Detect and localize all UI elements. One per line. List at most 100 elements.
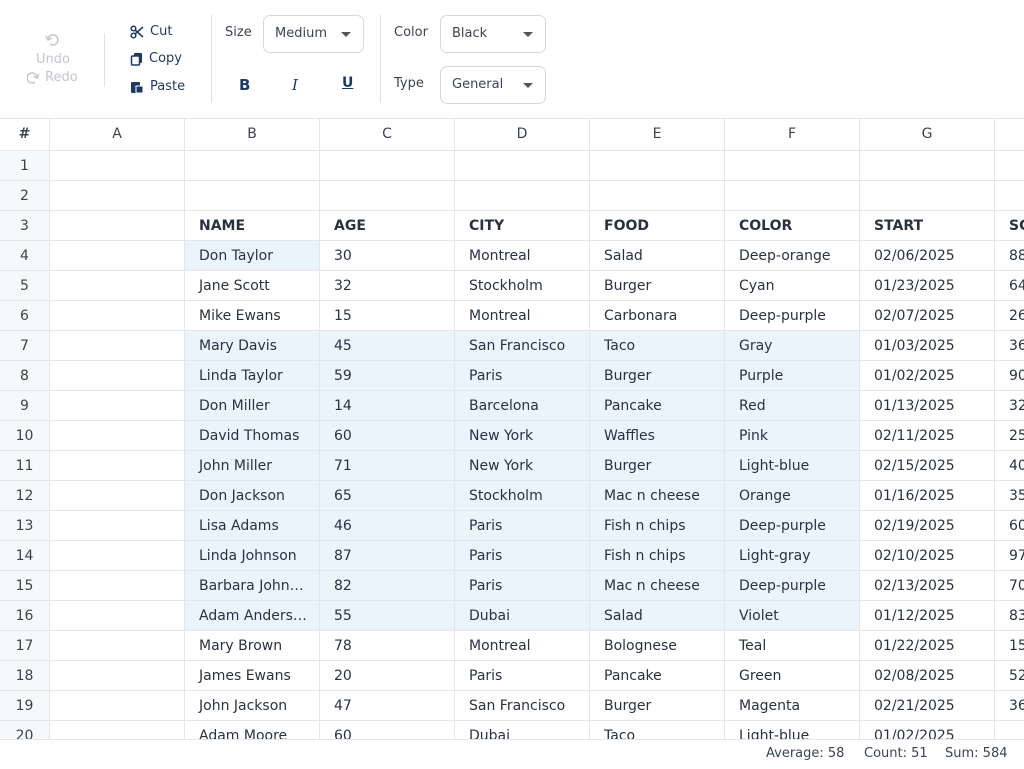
cell[interactable]: 78 xyxy=(320,631,455,661)
cell[interactable]: Adam Anders… xyxy=(185,601,320,631)
cell[interactable]: Burger xyxy=(590,451,725,481)
cell[interactable]: Jane Scott xyxy=(185,271,320,301)
cell[interactable]: 02/21/2025 xyxy=(860,691,995,721)
cell[interactable]: 01/02/2025 xyxy=(860,361,995,391)
cell[interactable] xyxy=(50,241,185,271)
cell[interactable]: 70 xyxy=(995,571,1024,601)
cell[interactable]: Paris xyxy=(455,661,590,691)
cell[interactable]: James Ewans xyxy=(185,661,320,691)
row-header[interactable]: 15 xyxy=(0,571,50,601)
cell[interactable] xyxy=(185,181,320,211)
cell[interactable]: Don Jackson xyxy=(185,481,320,511)
cell[interactable]: AGE xyxy=(320,211,455,241)
cell[interactable]: 20 xyxy=(320,661,455,691)
cell[interactable]: FOOD xyxy=(590,211,725,241)
type-dropdown[interactable]: General xyxy=(440,66,546,104)
cell[interactable] xyxy=(50,571,185,601)
row-header[interactable]: 11 xyxy=(0,451,50,481)
row-header[interactable]: 4 xyxy=(0,241,50,271)
copy-button[interactable]: Copy xyxy=(149,51,182,66)
cell[interactable]: John Miller xyxy=(185,451,320,481)
cell[interactable]: SCORE xyxy=(995,211,1024,241)
cell[interactable]: Barbara John… xyxy=(185,571,320,601)
cell[interactable]: 82 xyxy=(320,571,455,601)
cell[interactable] xyxy=(50,211,185,241)
cell[interactable] xyxy=(50,391,185,421)
cell[interactable]: NAME xyxy=(185,211,320,241)
cell[interactable]: Carbonara xyxy=(590,301,725,331)
cell[interactable]: 64 xyxy=(995,271,1024,301)
undo-button[interactable]: Undo xyxy=(36,52,70,67)
cell[interactable]: 01/23/2025 xyxy=(860,271,995,301)
paste-button[interactable]: Paste xyxy=(150,79,186,94)
redo-button[interactable]: Redo xyxy=(45,70,78,85)
cell[interactable]: San Francisco xyxy=(455,331,590,361)
cell[interactable]: 36 xyxy=(995,331,1024,361)
row-header[interactable]: 5 xyxy=(0,271,50,301)
cell[interactable]: Paris xyxy=(455,571,590,601)
cell[interactable]: Fish n chips xyxy=(590,541,725,571)
cell[interactable]: 02/11/2025 xyxy=(860,421,995,451)
cell[interactable] xyxy=(50,181,185,211)
cell[interactable] xyxy=(50,691,185,721)
column-header[interactable]: B xyxy=(185,119,320,151)
cell[interactable]: Adam Moore xyxy=(185,721,320,740)
cell[interactable]: 87 xyxy=(320,541,455,571)
cell[interactable] xyxy=(320,151,455,181)
cell[interactable]: START xyxy=(860,211,995,241)
cell[interactable]: 71 xyxy=(320,451,455,481)
cell[interactable] xyxy=(50,301,185,331)
cell[interactable]: Light-blue xyxy=(725,721,860,740)
cell[interactable]: Mary Davis xyxy=(185,331,320,361)
cell[interactable] xyxy=(50,361,185,391)
cell[interactable] xyxy=(725,181,860,211)
cell[interactable]: Magenta xyxy=(725,691,860,721)
size-dropdown[interactable]: Medium xyxy=(263,15,364,53)
cell[interactable]: 35 xyxy=(995,481,1024,511)
cell[interactable] xyxy=(995,181,1024,211)
cell[interactable] xyxy=(320,181,455,211)
cell[interactable]: 01/13/2025 xyxy=(860,391,995,421)
cell[interactable] xyxy=(590,181,725,211)
cell[interactable]: Red xyxy=(725,391,860,421)
cell[interactable]: Burger xyxy=(590,691,725,721)
row-header[interactable]: 6 xyxy=(0,301,50,331)
row-header[interactable]: 1 xyxy=(0,151,50,181)
cell[interactable]: Don Taylor xyxy=(185,241,320,271)
cell[interactable] xyxy=(50,481,185,511)
cell[interactable]: Deep-orange xyxy=(725,241,860,271)
row-header[interactable]: 3 xyxy=(0,211,50,241)
cell[interactable]: 25 xyxy=(995,421,1024,451)
row-header[interactable]: 2 xyxy=(0,181,50,211)
cell[interactable] xyxy=(995,721,1024,740)
cell[interactable] xyxy=(725,151,860,181)
cell[interactable] xyxy=(860,151,995,181)
row-header[interactable]: 12 xyxy=(0,481,50,511)
cell[interactable]: Pink xyxy=(725,421,860,451)
column-header[interactable] xyxy=(995,119,1024,151)
cell[interactable]: 88 xyxy=(995,241,1024,271)
row-header[interactable]: 7 xyxy=(0,331,50,361)
color-dropdown[interactable]: Black xyxy=(440,15,546,53)
cell[interactable]: 02/15/2025 xyxy=(860,451,995,481)
cell[interactable]: 55 xyxy=(320,601,455,631)
cell[interactable]: Paris xyxy=(455,511,590,541)
underline-button[interactable]: U xyxy=(342,75,354,91)
cell[interactable]: 15 xyxy=(995,631,1024,661)
row-header[interactable]: 16 xyxy=(0,601,50,631)
cell[interactable] xyxy=(860,181,995,211)
cell[interactable] xyxy=(50,631,185,661)
cell[interactable]: 01/03/2025 xyxy=(860,331,995,361)
cell[interactable]: 52 xyxy=(995,661,1024,691)
cell[interactable]: Taco xyxy=(590,331,725,361)
cell[interactable]: Bolognese xyxy=(590,631,725,661)
cell[interactable]: 02/08/2025 xyxy=(860,661,995,691)
column-header[interactable]: A xyxy=(50,119,185,151)
cell[interactable]: 65 xyxy=(320,481,455,511)
cell[interactable] xyxy=(590,151,725,181)
cell[interactable]: Stockholm xyxy=(455,271,590,301)
cell[interactable]: 01/12/2025 xyxy=(860,601,995,631)
cell[interactable]: Green xyxy=(725,661,860,691)
cell[interactable]: Orange xyxy=(725,481,860,511)
cell[interactable]: Purple xyxy=(725,361,860,391)
